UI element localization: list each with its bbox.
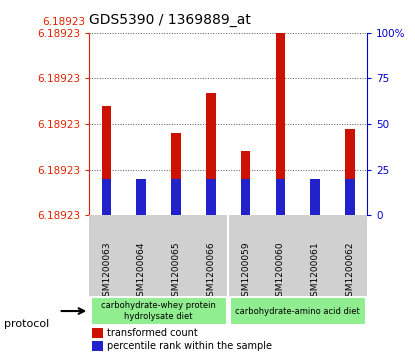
Text: carbohydrate-whey protein
hydrolysate diet: carbohydrate-whey protein hydrolysate di… [101,301,216,321]
Bar [171,133,181,215]
Bar [137,179,146,215]
Bar [90,297,227,325]
Bar [310,179,320,215]
Bar [206,179,216,215]
Bar [241,151,251,215]
Bar [92,329,103,338]
Text: carbohydrate-amino acid diet: carbohydrate-amino acid diet [235,306,360,315]
Bar [276,179,285,215]
Bar [171,179,181,215]
Bar [241,179,251,215]
Text: 6.18923: 6.18923 [42,17,85,27]
Text: GDS5390 / 1369889_at: GDS5390 / 1369889_at [89,13,251,27]
Bar [102,106,112,215]
Text: transformed count: transformed count [107,328,198,338]
Bar [92,341,103,351]
Bar [102,179,112,215]
Bar [345,179,355,215]
Bar [276,33,285,215]
Bar [229,297,366,325]
Bar [345,130,355,215]
Text: protocol: protocol [4,319,49,329]
Bar [206,93,216,215]
Text: percentile rank within the sample: percentile rank within the sample [107,341,272,351]
Bar [310,206,320,215]
Bar [137,210,146,215]
